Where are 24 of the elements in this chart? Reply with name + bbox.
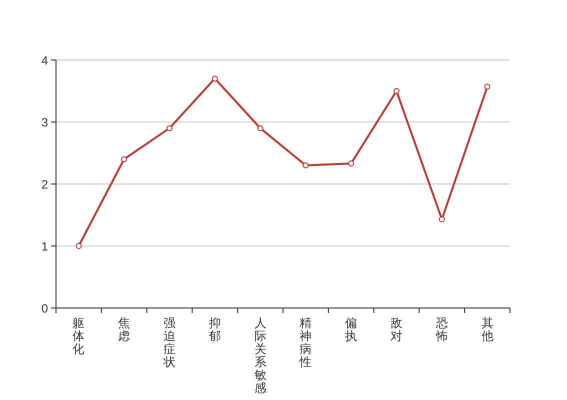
point [212,76,218,82]
x-tick-label: 抑郁 [208,316,221,343]
point [302,162,309,168]
point [257,125,264,132]
x-tick-label: 其他 [481,316,494,343]
x-tick-label: 人际关系敏感 [254,316,266,395]
x-tick-label: 恐怖 [434,316,448,343]
x-tick-label: 偏执 [345,316,358,343]
point [348,160,354,167]
y-tick-label: 1 [41,239,48,254]
point [394,88,400,94]
y-tick-label: 3 [41,115,48,130]
point [484,84,490,90]
point [121,156,128,162]
x-tick-label: 躯体化 [72,316,85,356]
point [76,243,82,249]
x-tick-label: 强迫症状 [162,316,176,369]
point [166,125,172,132]
x-tick-label: 焦虑 [118,316,130,343]
x-tick-label: 精神病性 [298,316,312,369]
y-tick-label: 4 [41,53,48,68]
x-tick-label: 敌对 [390,316,402,343]
y-tick-label: 2 [41,177,48,192]
y-tick-label: 0 [41,301,48,316]
